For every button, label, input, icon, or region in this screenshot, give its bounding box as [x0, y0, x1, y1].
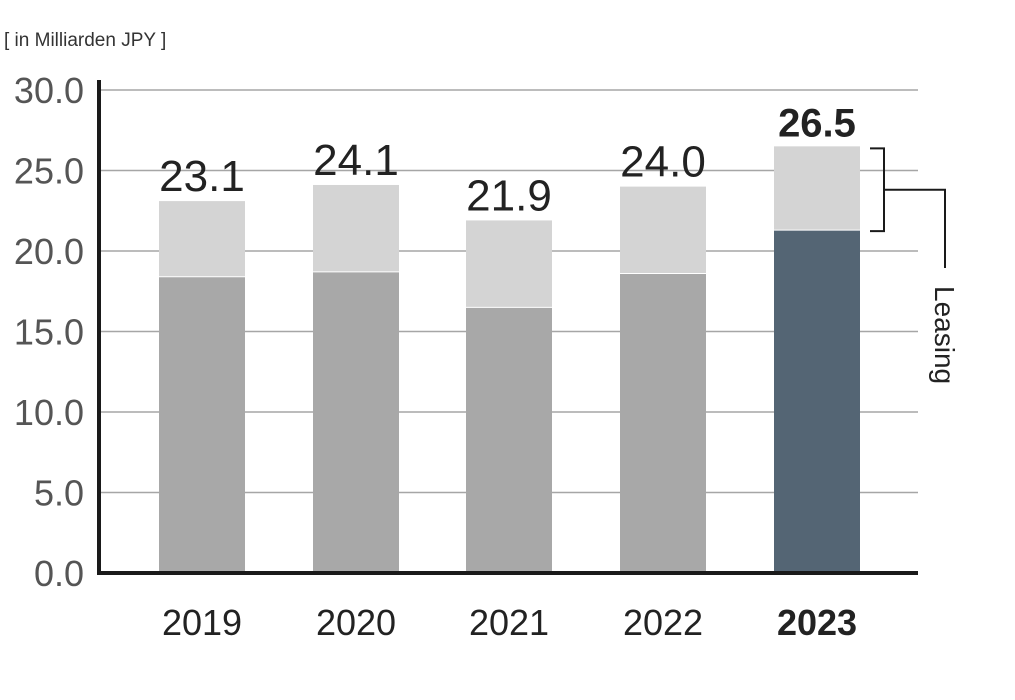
- unit-label: [ in Milliarden JPY ]: [4, 30, 167, 51]
- bar-segment-leasing: [620, 186, 706, 274]
- x-tick-label: 2023: [777, 602, 857, 643]
- y-tick-label: 25.0: [14, 151, 84, 192]
- total-label: 21.9: [466, 171, 552, 220]
- leasing-connector: [884, 188, 946, 268]
- bar-segment-base: [159, 276, 245, 573]
- leasing-label: Leasing: [929, 286, 960, 384]
- y-tick-label: 10.0: [14, 392, 84, 433]
- y-tick-label: 30.0: [14, 70, 84, 111]
- y-tick-label: 20.0: [14, 231, 84, 272]
- bar-segment-leasing: [159, 201, 245, 277]
- leasing-bracket: [870, 147, 885, 233]
- bar-segment-leasing: [774, 146, 860, 231]
- bar-segment-leasing: [313, 184, 399, 272]
- bar-segment-base: [313, 271, 399, 573]
- y-tick-label: 0.0: [34, 553, 84, 594]
- total-label: 24.0: [620, 138, 706, 187]
- bar-segment-leasing: [466, 220, 552, 308]
- x-tick-label: 2019: [162, 602, 242, 643]
- x-tick-label: 2021: [469, 602, 549, 643]
- total-label: 23.1: [159, 152, 245, 201]
- bars: [159, 146, 860, 573]
- x-tick-label: 2022: [623, 602, 703, 643]
- total-label: 26.5: [778, 101, 856, 145]
- total-label: 24.1: [313, 136, 399, 185]
- labels: 0.0 5.0 10.0 15.0 20.0 25.0 30.0 23.1 2019 24.1 20…: [14, 70, 857, 643]
- y-tick-label: 15.0: [14, 312, 84, 353]
- leasing-annotation: Leasing: [870, 147, 960, 384]
- bar-segment-base: [774, 230, 860, 573]
- y-tick-label: 5.0: [34, 473, 84, 514]
- bar-segment-base: [620, 273, 706, 573]
- axes: [97, 80, 918, 575]
- bar-segment-base: [466, 307, 552, 573]
- x-tick-label: 2020: [316, 602, 396, 643]
